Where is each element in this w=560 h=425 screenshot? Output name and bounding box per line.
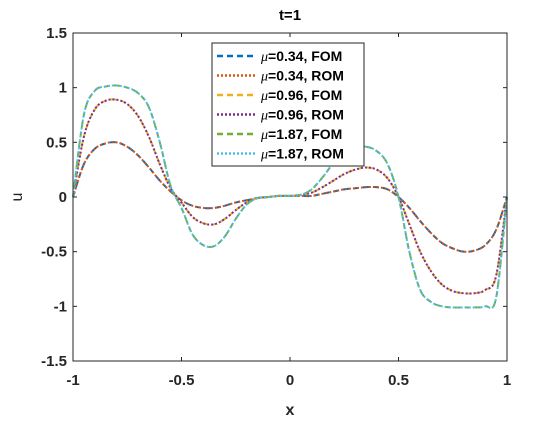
legend-mu-symbol: μ bbox=[260, 50, 268, 65]
y-axis-label: u bbox=[9, 193, 26, 202]
legend-box bbox=[211, 42, 365, 167]
legend-label: μ=1.87, ROM bbox=[260, 146, 344, 163]
legend-text: =0.34, ROM bbox=[268, 68, 344, 84]
x-tick-label: 1 bbox=[503, 372, 511, 389]
legend-label: μ=0.96, FOM bbox=[260, 87, 342, 104]
legend-mu-symbol: μ bbox=[260, 89, 268, 104]
series-line-6 bbox=[72, 84, 508, 310]
x-tick-label: 0.5 bbox=[388, 372, 409, 389]
y-tick-label: -0.5 bbox=[41, 244, 67, 261]
legend-text: =0.96, FOM bbox=[268, 87, 342, 103]
legend-mu-symbol: μ bbox=[260, 148, 268, 163]
legend-text: =0.34, FOM bbox=[268, 48, 342, 64]
legend-label: μ=1.87, FOM bbox=[260, 126, 342, 143]
y-tick-label: -1.5 bbox=[41, 353, 67, 370]
y-tick-label: 1 bbox=[59, 80, 67, 97]
legend-text: =1.87, FOM bbox=[268, 126, 342, 142]
legend-text: =1.87, ROM bbox=[268, 146, 344, 162]
legend-label: μ=0.96, ROM bbox=[260, 107, 344, 124]
legend-mu-symbol: μ bbox=[260, 109, 268, 124]
x-tick-label: -1 bbox=[66, 372, 79, 389]
plot-area bbox=[72, 84, 508, 310]
series-line-4 bbox=[72, 98, 508, 295]
chart-title: t=1 bbox=[279, 7, 301, 24]
y-tick-label: -1 bbox=[54, 298, 67, 315]
x-axis-label: x bbox=[286, 402, 295, 419]
y-tick-label: 0.5 bbox=[46, 134, 67, 151]
legend-mu-symbol: μ bbox=[260, 128, 268, 143]
y-tick-label: 0 bbox=[59, 189, 67, 206]
legend-label: μ=0.34, ROM bbox=[260, 68, 344, 85]
x-tick-label: 0 bbox=[286, 372, 294, 389]
y-tick-label: 1.5 bbox=[46, 25, 67, 42]
legend-mu-symbol: μ bbox=[260, 70, 268, 85]
axis-ticks: -1 -0.5 0 0.5 1 -1.5 -1 -0.5 0 0.5 1 1.5 bbox=[41, 25, 511, 389]
x-tick-label: -0.5 bbox=[169, 372, 195, 389]
legend-label: μ=0.34, FOM bbox=[260, 48, 342, 65]
legend-text: =0.96, ROM bbox=[268, 107, 344, 123]
